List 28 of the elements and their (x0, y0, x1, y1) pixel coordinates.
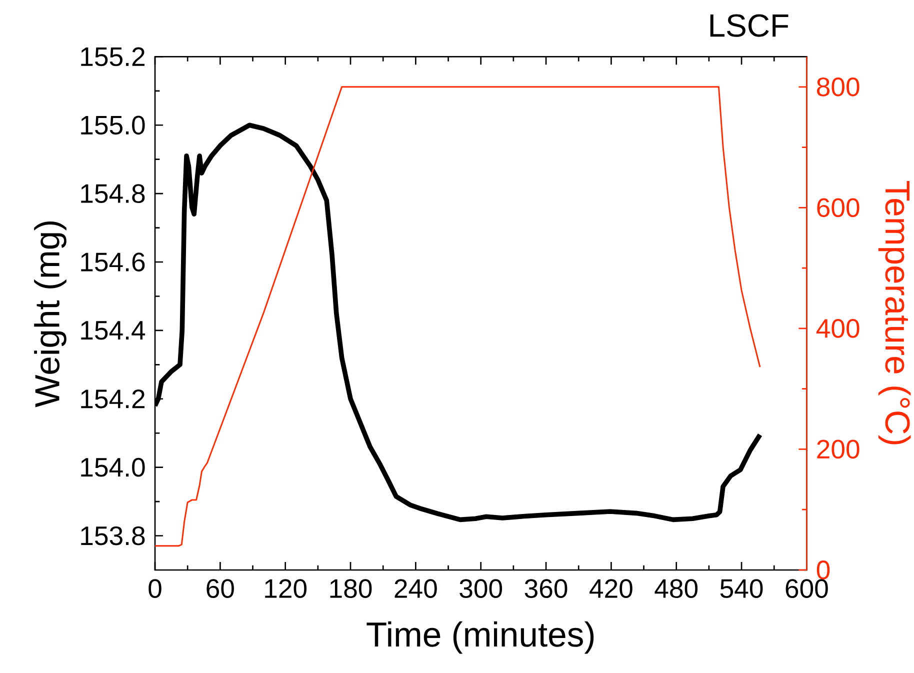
y-tick-label: 154.0 (81, 458, 145, 477)
x-tick-label: 480 (654, 579, 698, 598)
x-tick-label: 540 (720, 579, 763, 598)
y-axis-title: Weight (mg) (34, 221, 66, 408)
y2-tick-label: 0 (816, 560, 830, 580)
x-tick-label: 300 (460, 579, 502, 598)
y-tick-label: 153.8 (81, 526, 145, 546)
x-tick-label: 420 (590, 579, 632, 598)
y2-tick-label: 400 (816, 319, 860, 338)
x-tick-label: 600 (786, 579, 828, 598)
x-tick-label: 0 (148, 579, 162, 598)
y2-axis-title: Temperature (°C) (878, 181, 911, 444)
y-tick-label: 154.4 (81, 321, 146, 340)
y-tick-label: 154.8 (81, 184, 145, 204)
x-tick-label: 240 (394, 579, 437, 598)
y-tick-label: 154.6 (81, 252, 145, 272)
y2-tick-label: 200 (817, 440, 860, 459)
y-tick-label: 154.2 (81, 389, 144, 408)
x-tick-label: 360 (524, 579, 568, 598)
x-axis-title: Time (minutes) (366, 621, 594, 654)
x-tick-label: 60 (206, 579, 234, 598)
y-tick-label: 155.2 (81, 47, 144, 66)
x-tick-label: 180 (330, 579, 372, 598)
chart-title: LSCF (710, 14, 788, 37)
y2-tick-label: 800 (817, 77, 860, 96)
x-tick-label: 120 (265, 579, 307, 598)
y2-tick-label: 600 (817, 198, 860, 218)
y-tick-label: 155.0 (81, 116, 145, 135)
